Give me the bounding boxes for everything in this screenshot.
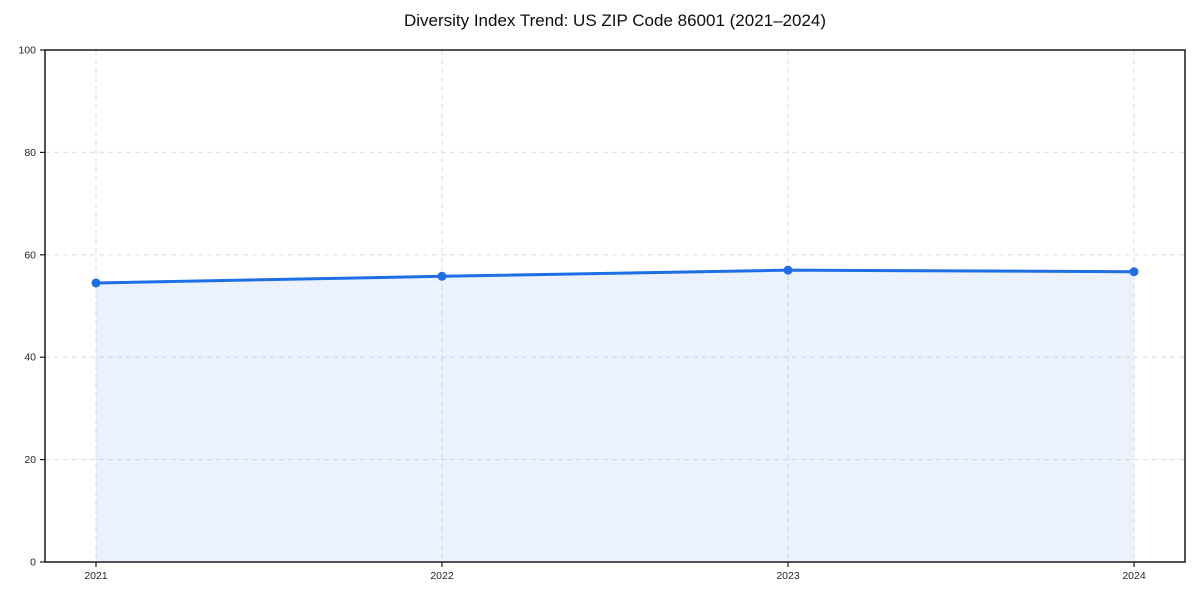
x-tick-label: 2024	[1122, 570, 1146, 582]
x-tick-label: 2022	[430, 570, 454, 582]
x-tick-label: 2023	[776, 570, 800, 582]
y-tick-label: 100	[18, 45, 36, 57]
data-point-2021	[91, 278, 101, 288]
data-point-2022	[437, 271, 447, 281]
y-tick-label: 0	[30, 557, 36, 569]
data-point-2023	[783, 265, 793, 275]
trend-line	[94, 268, 1136, 285]
plot-border	[44, 49, 1186, 563]
x-tick-label: 2021	[84, 570, 108, 582]
area-fill	[96, 270, 1134, 562]
y-tick-label: 80	[24, 147, 36, 159]
chart-title: Diversity Index Trend: US ZIP Code 86001…	[403, 11, 827, 30]
data-point-2024	[1129, 267, 1139, 277]
y-tick-label: 60	[24, 249, 36, 261]
y-tick-label: 20	[24, 454, 36, 466]
y-tick-label: 40	[24, 352, 36, 364]
